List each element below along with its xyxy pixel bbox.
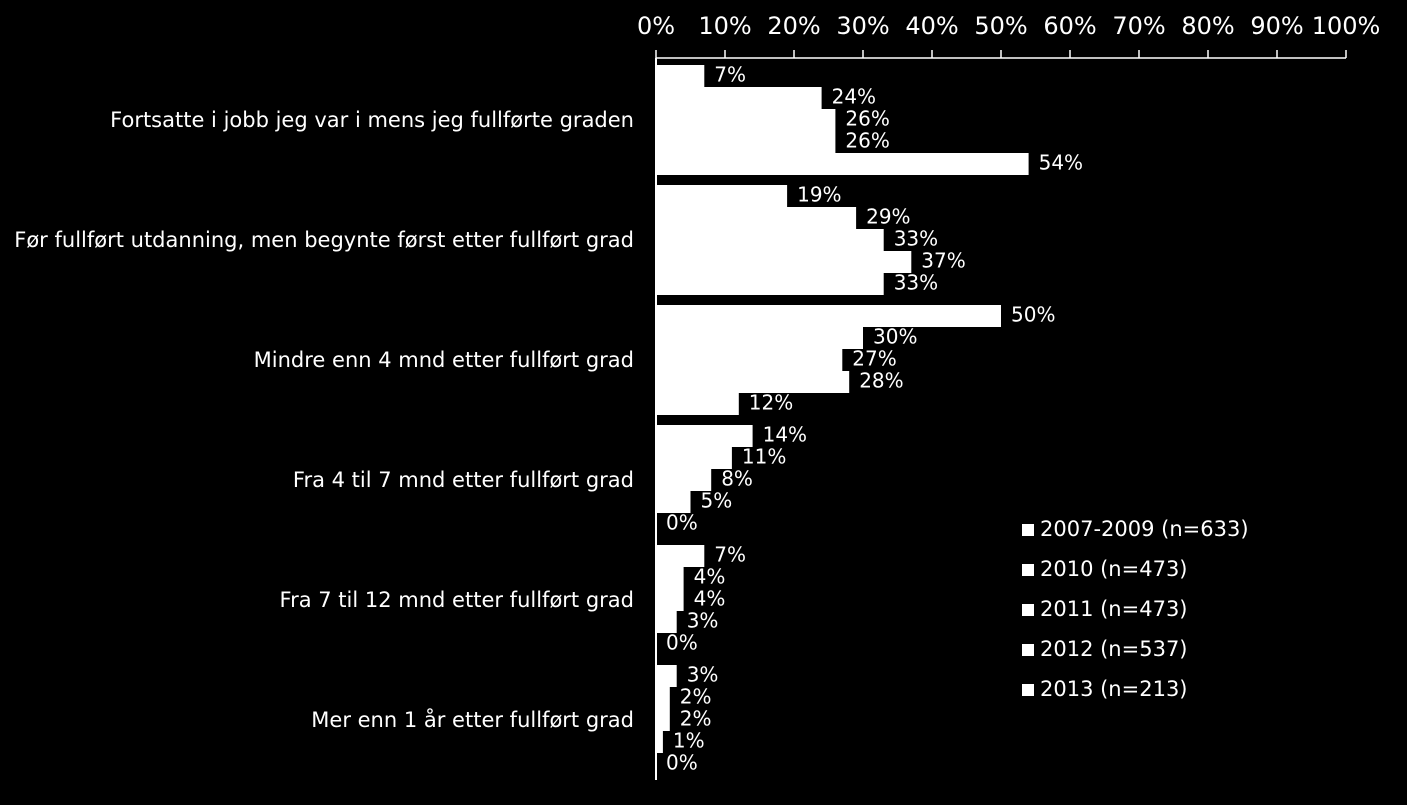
data-label: 33% (894, 271, 938, 295)
data-label: 12% (749, 391, 793, 415)
bar (656, 567, 684, 589)
legend-marker (1022, 644, 1034, 656)
bar (656, 153, 1029, 175)
bar (656, 469, 712, 491)
bar (656, 371, 850, 393)
x-tick-label: 80% (1181, 12, 1234, 40)
bar (656, 611, 677, 633)
bar (656, 687, 670, 709)
bar (656, 545, 705, 567)
bar (656, 491, 691, 513)
bar (656, 185, 788, 207)
data-label: 7% (714, 543, 746, 567)
data-label: 2% (680, 707, 712, 731)
data-label: 28% (859, 369, 903, 393)
data-label: 30% (873, 325, 917, 349)
data-label: 11% (742, 445, 786, 469)
data-label: 0% (666, 631, 698, 655)
data-label: 7% (714, 63, 746, 87)
x-tick-label: 20% (767, 12, 820, 40)
category-label: Fortsatte i jobb jeg var i mens jeg full… (110, 108, 634, 132)
bar (656, 709, 670, 731)
data-label: 14% (763, 423, 807, 447)
bar (656, 731, 663, 753)
data-label: 24% (832, 85, 876, 109)
data-label: 4% (694, 565, 726, 589)
bar (656, 87, 822, 109)
legend-marker (1022, 524, 1034, 536)
bar (656, 207, 857, 229)
bar (656, 251, 912, 273)
data-label: 0% (666, 511, 698, 535)
bar (656, 425, 753, 447)
data-label: 27% (852, 347, 896, 371)
legend-marker (1022, 604, 1034, 616)
bar (656, 327, 863, 349)
x-tick-label: 90% (1250, 12, 1303, 40)
data-label: 3% (687, 663, 719, 687)
bar (656, 349, 843, 371)
bar (656, 665, 677, 687)
legend-marker (1022, 564, 1034, 576)
bar (656, 65, 705, 87)
legend-label: 2011 (n=473) (1040, 597, 1188, 621)
data-label: 26% (845, 107, 889, 131)
data-label: 26% (845, 129, 889, 153)
x-tick-label: 30% (836, 12, 889, 40)
legend-label: 2007-2009 (n=633) (1040, 517, 1249, 541)
legend-marker (1022, 684, 1034, 696)
data-label: 8% (721, 467, 753, 491)
data-label: 1% (673, 729, 705, 753)
data-label: 5% (701, 489, 733, 513)
bar (656, 131, 836, 153)
legend-label: 2010 (n=473) (1040, 557, 1188, 581)
bar (656, 273, 884, 295)
x-tick-label: 40% (905, 12, 958, 40)
bar (656, 447, 732, 469)
data-label: 3% (687, 609, 719, 633)
data-label: 2% (680, 685, 712, 709)
x-tick-label: 60% (1043, 12, 1096, 40)
bar (656, 305, 1001, 327)
legend-label: 2012 (n=537) (1040, 637, 1188, 661)
legend-label: 2013 (n=213) (1040, 677, 1188, 701)
x-tick-label: 70% (1112, 12, 1165, 40)
x-tick-label: 50% (974, 12, 1027, 40)
bar (656, 393, 739, 415)
data-label: 4% (694, 587, 726, 611)
bar (656, 589, 684, 611)
data-label: 33% (894, 227, 938, 251)
x-tick-label: 100% (1312, 12, 1381, 40)
data-label: 29% (866, 205, 910, 229)
x-tick-label: 0% (637, 12, 675, 40)
x-tick-label: 10% (698, 12, 751, 40)
category-label: Fra 7 til 12 mnd etter fullført grad (279, 588, 634, 612)
data-label: 19% (797, 183, 841, 207)
data-label: 50% (1011, 303, 1055, 327)
data-label: 54% (1039, 151, 1083, 175)
bar (656, 229, 884, 251)
data-label: 0% (666, 751, 698, 775)
bar (656, 109, 836, 131)
category-label: Før fullført utdanning, men begynte førs… (14, 228, 634, 252)
data-label: 37% (921, 249, 965, 273)
category-label: Fra 4 til 7 mnd etter fullført grad (292, 468, 634, 492)
category-label: Mindre enn 4 mnd etter fullført grad (253, 348, 634, 372)
category-label: Mer enn 1 år etter fullført grad (311, 708, 634, 732)
